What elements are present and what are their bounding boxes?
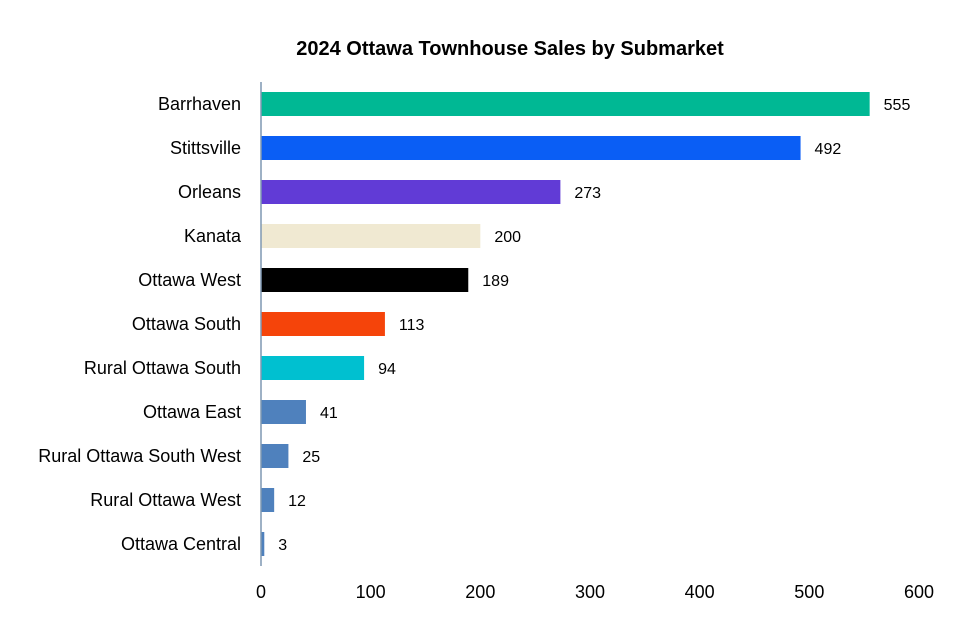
data-label: 25 xyxy=(302,449,320,466)
bar xyxy=(261,488,275,512)
x-tick-label: 400 xyxy=(685,582,715,602)
x-tick-label: 100 xyxy=(356,582,386,602)
category-label: Rural Ottawa West xyxy=(90,490,241,510)
category-label: Orleans xyxy=(178,182,241,202)
x-tick-label: 300 xyxy=(575,582,605,602)
bar xyxy=(261,268,469,292)
bar xyxy=(261,444,289,468)
bar xyxy=(261,180,561,204)
data-label: 41 xyxy=(320,405,338,422)
category-label: Ottawa West xyxy=(138,270,241,290)
category-label: Ottawa East xyxy=(143,402,241,422)
category-label: Rural Ottawa South West xyxy=(38,446,241,466)
bar xyxy=(261,136,801,160)
data-label: 113 xyxy=(399,317,425,334)
data-label: 492 xyxy=(815,141,842,158)
bar xyxy=(261,312,385,336)
data-label: 189 xyxy=(482,273,509,290)
data-label: 555 xyxy=(884,97,911,114)
bar xyxy=(261,92,870,116)
x-tick-label: 500 xyxy=(794,582,824,602)
data-label: 273 xyxy=(574,185,601,202)
category-label: Barrhaven xyxy=(158,94,241,114)
category-label: Ottawa Central xyxy=(121,534,241,554)
data-label: 94 xyxy=(378,361,396,378)
category-label: Ottawa South xyxy=(132,314,241,334)
x-tick-label: 200 xyxy=(465,582,495,602)
bar xyxy=(261,400,306,424)
category-label: Rural Ottawa South xyxy=(84,358,241,378)
category-label: Kanata xyxy=(184,226,242,246)
data-label: 200 xyxy=(494,229,521,246)
chart-title: 2024 Ottawa Townhouse Sales by Submarket xyxy=(296,38,724,60)
category-label: Stittsville xyxy=(170,138,241,158)
bar xyxy=(261,356,365,380)
x-tick-label: 0 xyxy=(256,582,266,602)
data-label: 12 xyxy=(288,493,306,510)
x-tick-label: 600 xyxy=(904,582,934,602)
bar xyxy=(261,532,265,556)
bar xyxy=(261,224,481,248)
data-label: 3 xyxy=(278,537,287,554)
